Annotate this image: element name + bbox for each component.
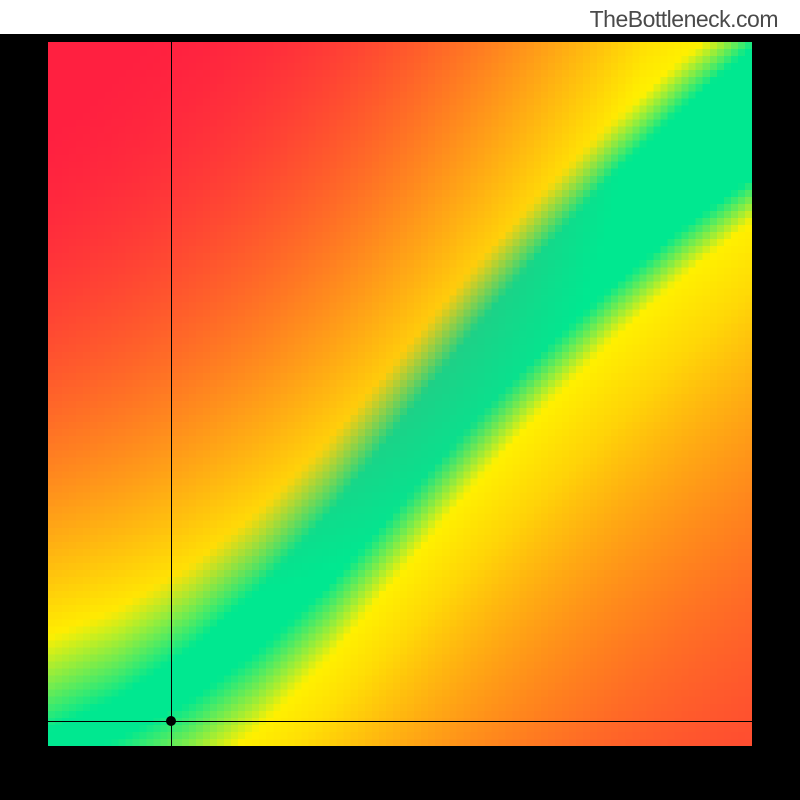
chart-frame [0, 34, 800, 800]
crosshair-vertical [171, 42, 172, 746]
data-point-marker [166, 716, 176, 726]
page-container: TheBottleneck.com [0, 0, 800, 800]
heatmap-plot [48, 42, 752, 746]
attribution-text: TheBottleneck.com [590, 6, 778, 33]
crosshair-horizontal [48, 721, 752, 722]
heatmap-canvas [48, 42, 752, 746]
